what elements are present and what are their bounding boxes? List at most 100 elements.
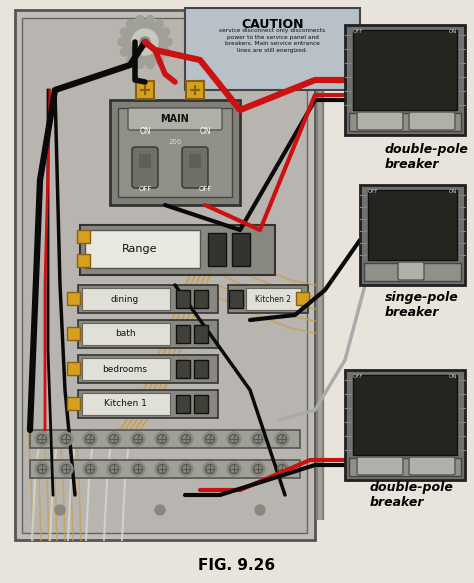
FancyBboxPatch shape: [67, 327, 80, 340]
Circle shape: [179, 462, 193, 476]
Text: FIG. 9.26: FIG. 9.26: [199, 557, 275, 573]
Circle shape: [136, 61, 144, 68]
Circle shape: [35, 432, 49, 446]
Bar: [15, 10, 315, 540]
Text: breaker: breaker: [385, 307, 439, 319]
FancyBboxPatch shape: [357, 112, 403, 130]
Circle shape: [83, 462, 97, 476]
Circle shape: [83, 432, 97, 446]
Circle shape: [146, 16, 154, 23]
Bar: [345, 25, 465, 135]
Circle shape: [155, 505, 165, 515]
Bar: [360, 185, 465, 285]
Text: CAUTION: CAUTION: [241, 17, 304, 30]
Text: ON: ON: [448, 29, 457, 34]
Text: 200: 200: [168, 139, 182, 145]
Text: double-pole: double-pole: [370, 482, 454, 494]
Circle shape: [59, 462, 73, 476]
Bar: [176, 360, 190, 378]
Circle shape: [59, 432, 73, 446]
Bar: [353, 375, 457, 455]
Text: OFF: OFF: [138, 186, 152, 192]
Bar: [139, 154, 151, 168]
Circle shape: [155, 20, 164, 28]
Text: ON: ON: [199, 127, 211, 136]
Bar: [229, 290, 243, 308]
FancyBboxPatch shape: [132, 147, 158, 188]
Bar: [110, 100, 240, 205]
Bar: [176, 290, 190, 308]
Bar: [349, 113, 461, 131]
Text: double-pole: double-pole: [385, 143, 469, 156]
Text: ON: ON: [448, 189, 457, 194]
Text: OFF: OFF: [353, 29, 364, 34]
FancyBboxPatch shape: [67, 292, 80, 305]
Circle shape: [162, 28, 170, 36]
Circle shape: [155, 432, 169, 446]
Bar: [228, 285, 308, 313]
Bar: [345, 370, 465, 480]
Bar: [85, 230, 200, 268]
Circle shape: [275, 432, 289, 446]
Circle shape: [55, 505, 65, 515]
Circle shape: [107, 462, 121, 476]
Bar: [22, 18, 307, 533]
Circle shape: [275, 462, 289, 476]
Text: Kitchen 2: Kitchen 2: [255, 294, 291, 304]
Circle shape: [120, 28, 128, 36]
Circle shape: [251, 462, 265, 476]
Text: Kitchen 1: Kitchen 1: [103, 399, 146, 409]
Circle shape: [227, 432, 241, 446]
Bar: [364, 263, 461, 281]
Text: breaker: breaker: [370, 497, 425, 510]
Circle shape: [155, 56, 164, 64]
Circle shape: [255, 505, 265, 515]
FancyBboxPatch shape: [128, 108, 222, 130]
Circle shape: [162, 48, 170, 56]
Text: ON: ON: [448, 374, 457, 379]
Circle shape: [35, 462, 49, 476]
Circle shape: [203, 462, 217, 476]
Bar: [176, 395, 190, 413]
Bar: [78, 355, 218, 383]
FancyBboxPatch shape: [409, 457, 455, 475]
Text: dining: dining: [111, 294, 139, 304]
FancyBboxPatch shape: [77, 230, 90, 243]
Bar: [232, 233, 250, 266]
Circle shape: [132, 29, 158, 55]
Bar: [30, 460, 300, 478]
Bar: [353, 30, 457, 110]
Bar: [194, 325, 208, 343]
Circle shape: [123, 20, 167, 64]
Bar: [194, 290, 208, 308]
Text: ON: ON: [139, 127, 151, 136]
FancyBboxPatch shape: [186, 81, 204, 99]
Text: OFF: OFF: [198, 186, 212, 192]
FancyBboxPatch shape: [136, 81, 154, 99]
Circle shape: [136, 16, 144, 23]
Bar: [30, 430, 300, 448]
FancyBboxPatch shape: [67, 362, 80, 375]
Circle shape: [107, 432, 121, 446]
Bar: [189, 154, 201, 168]
Text: Range: Range: [122, 244, 158, 254]
FancyBboxPatch shape: [409, 112, 455, 130]
Text: bath: bath: [115, 329, 135, 339]
Circle shape: [155, 462, 169, 476]
Circle shape: [203, 432, 217, 446]
Circle shape: [146, 61, 154, 68]
Bar: [78, 320, 218, 348]
Text: OFF: OFF: [353, 374, 364, 379]
FancyBboxPatch shape: [67, 397, 80, 410]
Bar: [78, 390, 218, 418]
Bar: [82, 358, 170, 380]
FancyBboxPatch shape: [398, 262, 424, 280]
Text: bedrooms: bedrooms: [102, 364, 147, 374]
Circle shape: [140, 37, 150, 47]
Bar: [246, 288, 301, 310]
Text: OFF: OFF: [368, 189, 379, 194]
Circle shape: [118, 38, 126, 46]
Text: breaker: breaker: [385, 159, 439, 171]
Text: MAIN: MAIN: [161, 114, 190, 124]
FancyBboxPatch shape: [296, 292, 309, 305]
